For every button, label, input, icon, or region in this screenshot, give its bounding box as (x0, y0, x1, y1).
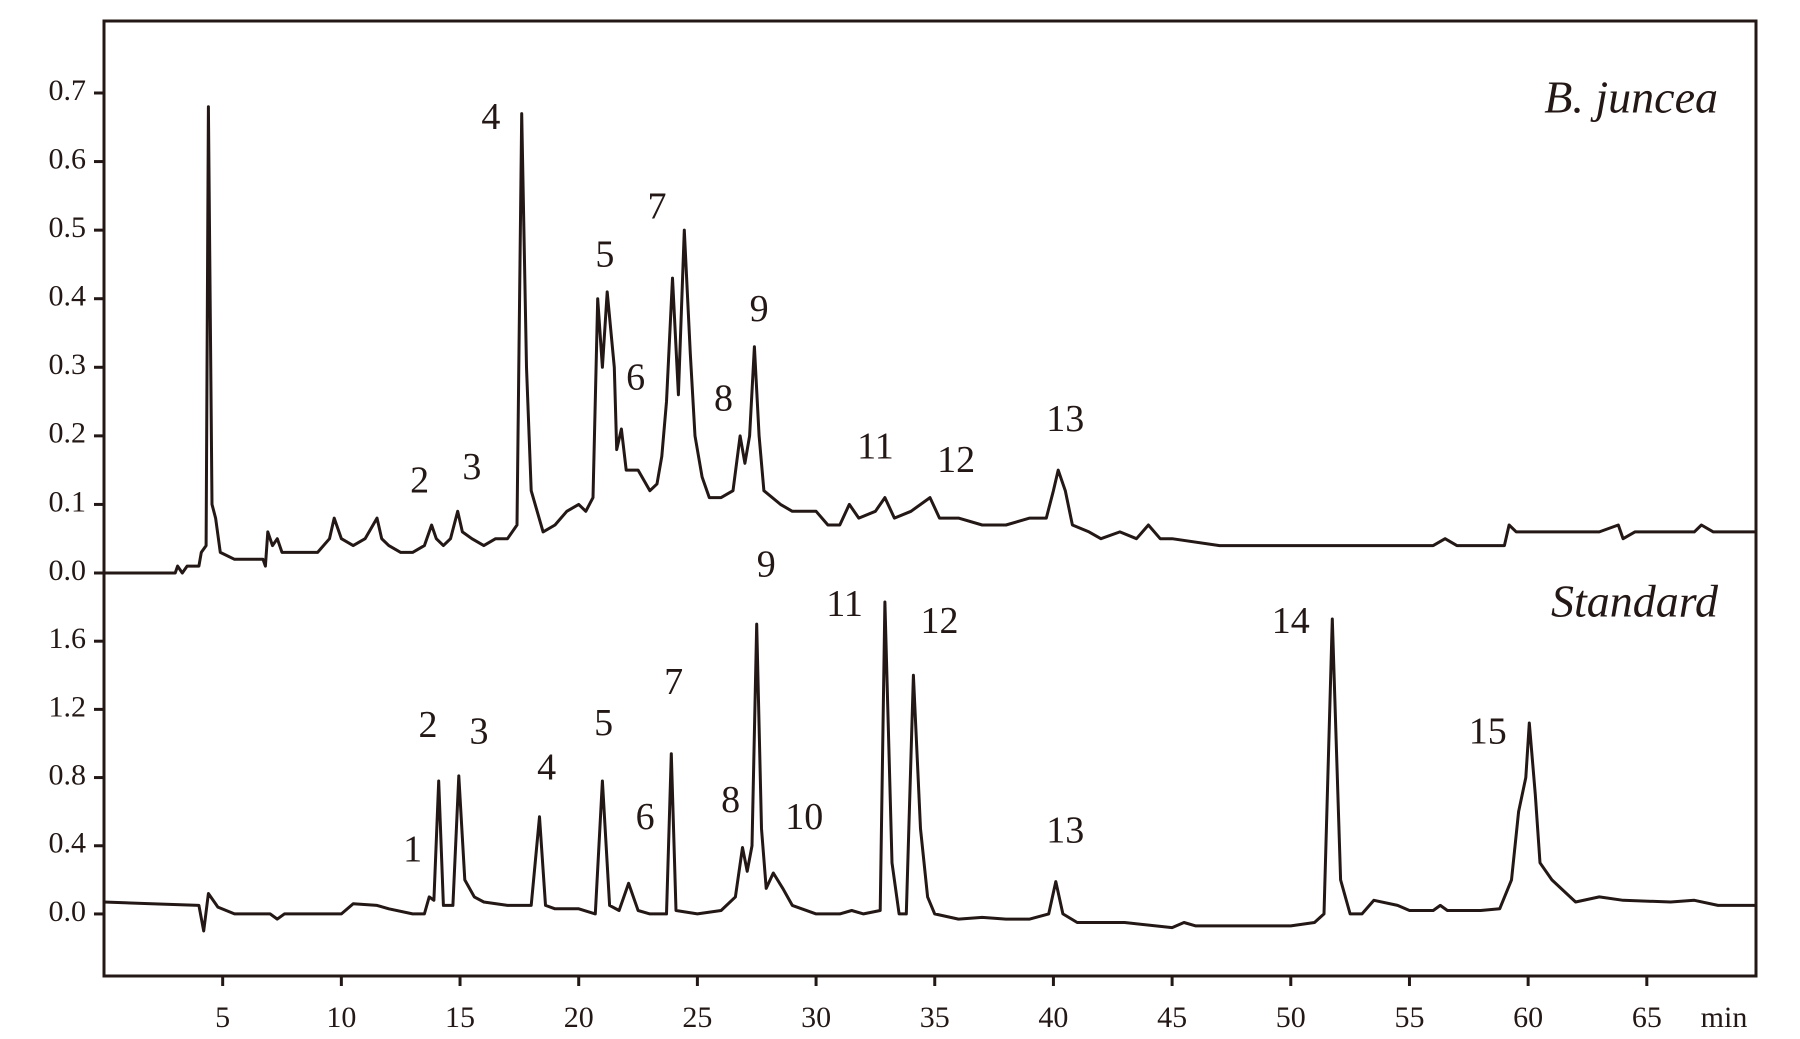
peak-label: 13 (1046, 810, 1084, 852)
y-tick-label: 1.6 (49, 622, 87, 655)
y-tick-label: 0.7 (49, 74, 87, 107)
peak-label: 12 (937, 439, 975, 481)
y-tick-label: 0.2 (49, 417, 87, 450)
panel-title: Standard (1551, 576, 1719, 627)
plot-frame (102, 19, 1758, 978)
peak-label: 3 (470, 711, 489, 753)
x-tick-label: 50 (1276, 1001, 1306, 1034)
peak-label: 5 (595, 233, 614, 275)
peak-label: 4 (537, 746, 556, 788)
peak-label: 3 (462, 446, 481, 488)
y-tick-label: 0.3 (49, 348, 87, 381)
y-tick-label: 0.0 (49, 554, 87, 587)
peak-label: 10 (785, 796, 823, 838)
peak-label: 7 (648, 185, 667, 227)
trace (103, 600, 1756, 933)
peak-label: 14 (1272, 600, 1310, 642)
y-tick-label: 0.0 (49, 895, 87, 928)
peak-label: 11 (857, 425, 894, 467)
trace (104, 105, 1756, 575)
peak-label: 1 (403, 828, 422, 870)
x-tick-label: 35 (920, 1001, 950, 1034)
peak-label: 11 (826, 583, 863, 625)
x-tick-label: 15 (445, 1001, 475, 1034)
x-tick-label: 5 (215, 1001, 230, 1034)
peak-label: 4 (481, 96, 500, 138)
y-tick-label: 0.5 (49, 211, 87, 244)
y-tick-label: 1.2 (49, 690, 87, 723)
x-tick-label: 45 (1157, 1001, 1187, 1034)
peak-label: 7 (664, 661, 683, 703)
peak-label: 2 (410, 460, 429, 502)
peak-label: 6 (636, 796, 655, 838)
y-tick-label: 0.4 (49, 280, 87, 313)
x-tick-label: 25 (682, 1001, 712, 1034)
peak-label: 12 (920, 600, 958, 642)
y-tick-label: 0.6 (49, 142, 87, 175)
peak-label: 5 (594, 702, 613, 744)
peak-label: 13 (1046, 398, 1084, 440)
x-tick-label: 40 (1038, 1001, 1068, 1034)
x-tick-label: 65 (1632, 1001, 1662, 1034)
peak-label: 6 (626, 357, 645, 399)
y-tick-label: 0.1 (49, 485, 87, 518)
peak-label: 15 (1469, 711, 1507, 753)
peak-label: 8 (714, 377, 733, 419)
x-tick-label: 55 (1394, 1001, 1424, 1034)
y-tick-label: 0.8 (49, 758, 87, 791)
peak-label: 9 (750, 288, 769, 330)
x-tick-label: 20 (564, 1001, 594, 1034)
x-tick-label: 60 (1513, 1001, 1543, 1034)
x-tick-label: 10 (326, 1001, 356, 1034)
peak-label: 2 (418, 704, 437, 746)
x-tick-label: 30 (801, 1001, 831, 1034)
panel-title: B. juncea (1544, 72, 1718, 123)
peak-label: 9 (757, 544, 776, 586)
y-tick-label: 0.4 (49, 827, 87, 860)
peak-label: 8 (721, 779, 740, 821)
x-axis-label: min (1701, 1001, 1748, 1034)
